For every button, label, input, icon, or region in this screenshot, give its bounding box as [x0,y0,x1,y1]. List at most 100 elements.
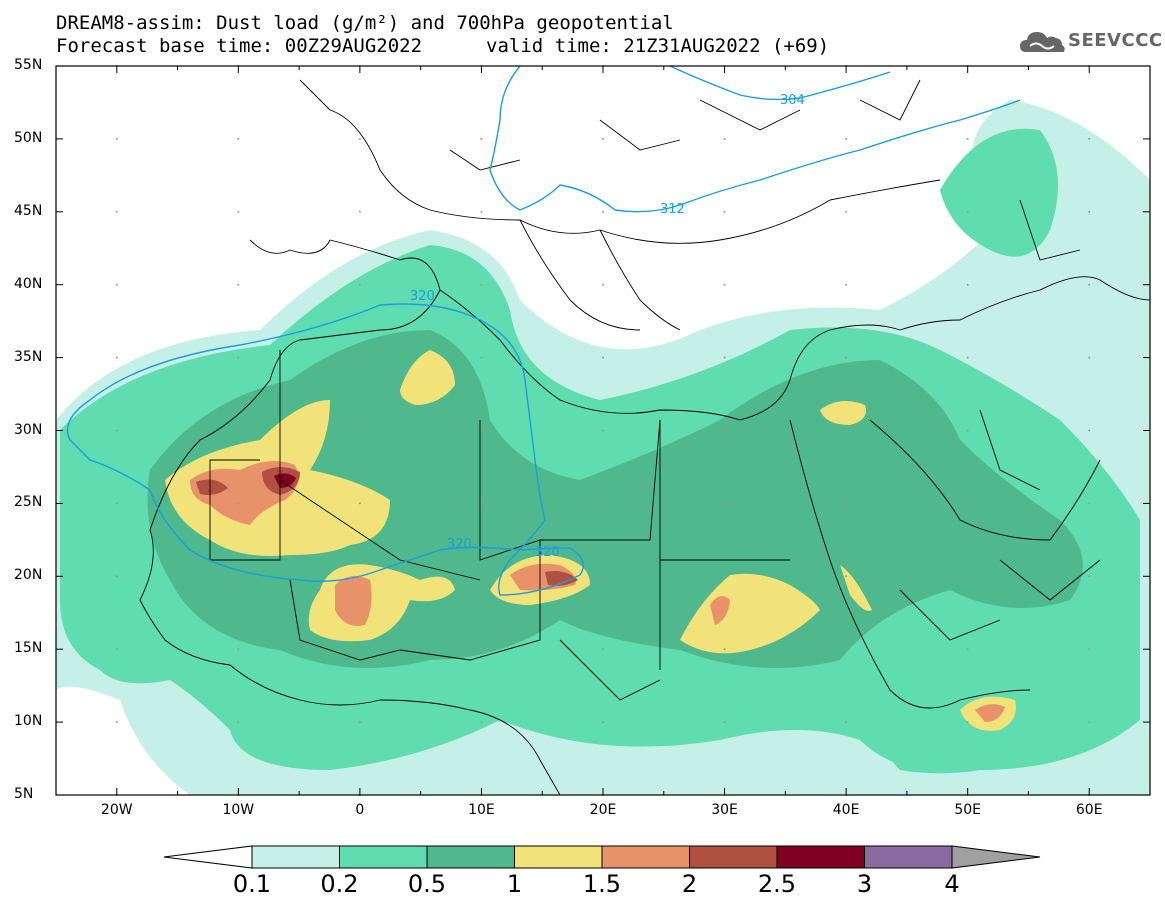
lat-label-25N: 25N [14,494,43,511]
axis-ticks [55,65,1151,796]
dust-level-2-chad [545,571,578,586]
grid-dot [966,137,969,140]
grid-dot [480,356,483,359]
lon-label-0: 0 [355,802,365,818]
grid-dot [723,575,726,578]
map-subtitle: Forecast base time: 00Z29AUG2022 valid ti… [56,35,829,57]
geopotential-contours [66,66,1021,596]
lon-label-10E: 10E [468,802,495,818]
contour-label-312: 312 [660,202,685,217]
grid-dot [115,210,118,213]
grid-dot [480,648,483,651]
grid-dot [723,356,726,359]
dust-level-1-sudan [680,573,820,654]
contour-320 [66,303,584,596]
country-borders [139,79,1150,795]
grid-dot [237,575,240,578]
lat-label-10N: 10N [14,713,43,730]
colorbar-label-1: 1 [506,870,523,898]
grid-dot [845,356,848,359]
grid-dot [602,502,604,505]
grid-dot [480,137,483,140]
grid-dot [723,137,726,140]
grid-dot [1088,429,1091,432]
grid-dot [845,137,848,140]
grid-dot [115,575,118,578]
grid-dot [237,137,240,140]
grid-dot [966,210,969,213]
grid-dot [1088,648,1091,651]
lat-label-55N: 55N [14,57,43,73]
grid-dot [237,502,240,505]
dust-level-1.5-sudan [710,596,730,625]
colorbar-low-arrow [163,845,253,869]
grid-dot [480,210,483,213]
grid-dot [966,356,969,359]
grid-dot [115,721,118,724]
colorbar-label-2.5: 2.5 [757,870,797,898]
lat-lon-grid [115,65,1091,796]
grid-dot [723,210,726,213]
colorbar-high-arrow [951,845,1041,869]
colorbar-label-0.1: 0.1 [232,870,272,898]
grid-dot [602,575,604,578]
grid-dot [358,283,361,286]
colorbar-box-3 [514,845,603,869]
grid-dot [237,429,240,432]
grid-dot [115,429,118,432]
lat-label-5N: 5N [14,786,34,802]
grid-dot [115,648,118,651]
grid-dot [602,356,604,359]
dust-level-1-redsea [840,565,872,611]
grid-dot [358,721,361,724]
grid-dot [845,429,848,432]
colorbar-label-3: 3 [856,870,873,898]
lon-label-50E: 50E [954,802,981,818]
lat-label-40N: 40N [14,275,43,292]
colorbar-label-1.5: 1.5 [582,870,622,898]
grid-dot [237,283,240,286]
grid-dot [845,283,848,286]
grid-dot [1088,283,1091,286]
lat-label-35N: 35N [14,348,43,365]
grid-dot [602,429,604,432]
contour-label-320-north: 320 [410,289,435,304]
lat-label-15N: 15N [14,640,43,657]
grid-dot [237,721,240,724]
dust-level-1.5-somalia [975,704,1005,722]
lat-label-50N: 50N [14,129,43,146]
grid-dot [358,210,361,213]
dust-level-2-west-b [196,479,228,496]
dust-level-0.2-gulf [877,668,1028,774]
lon-label-40E: 40E [832,802,860,818]
grid-dot [1088,575,1091,578]
contour-labels: 304 312 320 320 320 [410,93,805,560]
forecast-base-time: Forecast base time: 00Z29AUG2022 [56,35,423,57]
contour-304 [669,66,891,101]
grid-dot [845,575,848,578]
cloud-icon [1020,32,1065,52]
grid-dot [966,502,969,505]
colorbar-box-0 [251,845,340,869]
grid-dot [602,210,604,213]
grid-dot [358,429,361,432]
grid-dot [237,210,240,213]
lon-label-20W: 20W [100,802,133,818]
grid-dot [1088,137,1091,140]
grid-dot [966,721,969,724]
grid-dot [358,137,361,140]
colorbar [163,845,1041,869]
grid-dot [1088,356,1091,359]
grid-dot [480,429,483,432]
colorbar-boxes [251,845,953,869]
dust-level-1-algeria [400,350,455,405]
logo-text: SEEVCCC [1068,30,1163,51]
grid-dot [480,575,483,578]
grid-dot [602,648,604,651]
grid-dot [845,721,848,724]
lat-label-45N: 45N [14,202,43,219]
colorbar-box-4 [601,845,690,869]
colorbar-label-2: 2 [681,870,698,898]
grid-dot [358,502,361,505]
